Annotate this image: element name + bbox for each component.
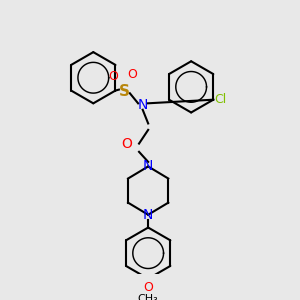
Text: N: N	[143, 159, 153, 173]
Text: CH₃: CH₃	[138, 294, 158, 300]
Text: O: O	[143, 281, 153, 294]
Text: O: O	[121, 136, 132, 151]
Text: N: N	[137, 98, 148, 112]
Text: S: S	[119, 84, 130, 99]
Text: Cl: Cl	[214, 93, 227, 106]
Text: O: O	[127, 68, 136, 82]
Text: O: O	[109, 70, 118, 83]
Text: N: N	[143, 208, 153, 222]
